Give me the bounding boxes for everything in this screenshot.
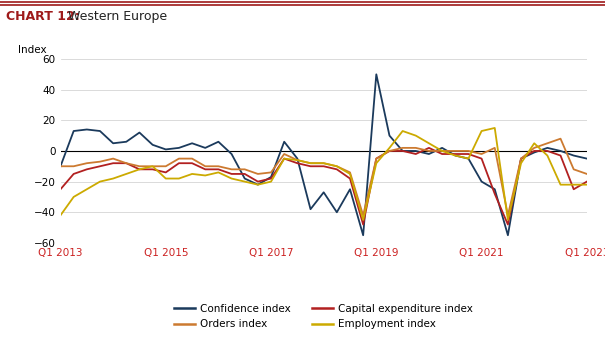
Text: Western Europe: Western Europe [64, 10, 166, 23]
Text: Index: Index [18, 45, 47, 55]
Text: CHART 12:: CHART 12: [6, 10, 80, 23]
Legend: Confidence index, Orders index, Capital expenditure index, Employment index: Confidence index, Orders index, Capital … [170, 300, 477, 333]
